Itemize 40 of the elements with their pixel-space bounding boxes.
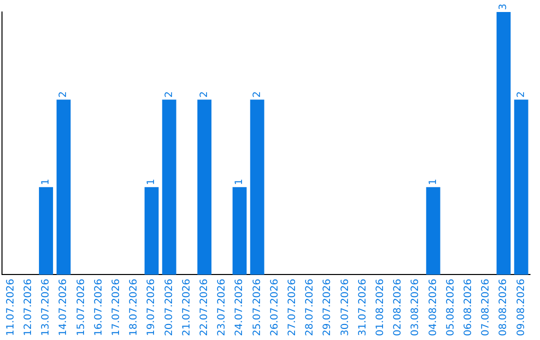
x-tick-label: 21.07.2026 <box>181 278 192 336</box>
data-label: 1 <box>234 178 246 186</box>
x-tick-label: 15.07.2026 <box>76 278 87 336</box>
x-tick-label: 30.07.2026 <box>340 278 351 336</box>
x-tick-label: 29.07.2026 <box>322 278 334 336</box>
x-tick-label: 27.07.2026 <box>286 278 298 336</box>
x-tick-label: 01.08.2026 <box>374 278 386 336</box>
x-tick-label: 16.07.2026 <box>93 278 104 336</box>
data-label: 1 <box>428 178 439 186</box>
data-label: 2 <box>58 91 70 98</box>
x-tick-label: 19.07.2026 <box>146 278 158 336</box>
x-tick-label: 28.07.2026 <box>304 278 316 336</box>
x-tick-label: 04.08.2026 <box>428 278 439 336</box>
data-label: 1 <box>146 178 158 186</box>
data-label: 3 <box>498 4 510 10</box>
x-tick-label: 25.07.2026 <box>252 278 263 336</box>
x-tick-label: 31.07.2026 <box>357 278 368 336</box>
x-tick-label: 09.08.2026 <box>516 278 527 336</box>
x-tick-label: 22.07.2026 <box>198 278 210 336</box>
x-tick-label: 14.07.2026 <box>58 278 70 336</box>
x-tick-label: 11.07.2026 <box>5 278 16 336</box>
x-tick-label: 12.07.2026 <box>22 278 34 336</box>
x-tick-label: 13.07.2026 <box>40 278 52 336</box>
x-tick-label: 17.07.2026 <box>110 278 122 336</box>
x-tick-label: 05.08.2026 <box>445 278 456 336</box>
x-tick-label: 08.08.2026 <box>498 278 510 336</box>
x-tick-label: 20.07.2026 <box>164 278 175 336</box>
x-tick-label: 07.08.2026 <box>480 278 492 336</box>
x-tick-label: 03.08.2026 <box>410 278 422 336</box>
x-tick-label: 26.07.2026 <box>269 278 280 336</box>
data-label: 2 <box>198 91 210 98</box>
data-label: 1 <box>40 178 52 186</box>
x-tick-label: 24.07.2026 <box>234 278 246 336</box>
x-tick-label: 23.07.2026 <box>216 278 228 336</box>
x-tick-label: 18.07.2026 <box>128 278 140 336</box>
data-label: 2 <box>516 91 527 98</box>
data-label: 2 <box>164 91 175 98</box>
x-tick-label: 02.08.2026 <box>392 278 404 336</box>
data-label: 2 <box>252 91 263 98</box>
x-tick-label: 06.08.2026 <box>462 278 474 336</box>
